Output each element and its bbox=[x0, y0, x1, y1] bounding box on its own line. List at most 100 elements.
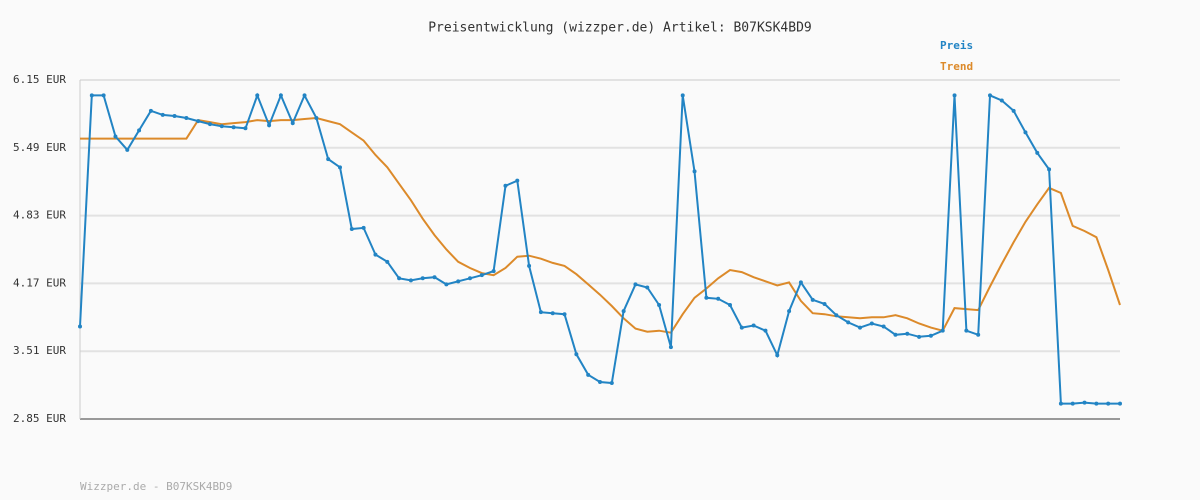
data-point bbox=[1035, 150, 1040, 155]
data-point bbox=[1011, 108, 1016, 113]
data-point bbox=[479, 273, 484, 278]
legend-label: Preis bbox=[940, 39, 973, 52]
data-point bbox=[763, 328, 768, 333]
data-point bbox=[846, 320, 851, 325]
data-point bbox=[787, 309, 792, 314]
data-point bbox=[775, 353, 780, 358]
data-point bbox=[420, 276, 425, 281]
data-point bbox=[858, 325, 862, 330]
data-point bbox=[692, 169, 697, 174]
data-point bbox=[1023, 130, 1028, 135]
data-point bbox=[869, 321, 874, 326]
data-point bbox=[468, 276, 472, 281]
data-point bbox=[1118, 401, 1122, 406]
data-point bbox=[290, 121, 295, 126]
data-point bbox=[326, 157, 331, 162]
data-point bbox=[125, 147, 130, 152]
data-point bbox=[751, 323, 756, 328]
y-tick-label: 3.51 EUR bbox=[13, 344, 66, 357]
data-point bbox=[432, 275, 437, 280]
y-tick-label: 2.85 EUR bbox=[13, 412, 66, 425]
data-point bbox=[267, 123, 272, 128]
data-point bbox=[302, 93, 307, 98]
data-point bbox=[798, 280, 803, 285]
data-point bbox=[645, 285, 650, 290]
y-tick-label: 5.49 EUR bbox=[13, 141, 66, 154]
data-point bbox=[834, 313, 839, 318]
data-point bbox=[278, 93, 283, 98]
data-point bbox=[373, 252, 378, 257]
data-point bbox=[562, 312, 567, 317]
data-point bbox=[538, 310, 543, 315]
data-point bbox=[1106, 401, 1111, 406]
data-point bbox=[917, 334, 922, 339]
data-point bbox=[196, 119, 201, 124]
y-tick-label: 6.15 EUR bbox=[13, 73, 66, 86]
data-point bbox=[444, 282, 449, 287]
data-point bbox=[609, 381, 614, 386]
data-point bbox=[1094, 401, 1099, 406]
data-point bbox=[976, 332, 981, 337]
data-point bbox=[231, 125, 236, 130]
data-point bbox=[574, 352, 579, 357]
data-point bbox=[964, 328, 969, 333]
data-point bbox=[408, 278, 413, 283]
footer: Wizzper.de - B07KSK4BD9 bbox=[80, 480, 232, 493]
data-point bbox=[657, 302, 662, 307]
data-point bbox=[822, 301, 827, 306]
data-point bbox=[633, 282, 638, 287]
data-point bbox=[621, 309, 626, 314]
data-point bbox=[550, 311, 555, 316]
data-point bbox=[1058, 401, 1063, 406]
data-point bbox=[940, 328, 945, 333]
data-point bbox=[385, 259, 390, 264]
data-point bbox=[219, 124, 224, 129]
data-point bbox=[101, 93, 106, 98]
data-point bbox=[527, 263, 532, 268]
data-point bbox=[491, 269, 496, 274]
data-point bbox=[515, 178, 520, 183]
data-point bbox=[397, 276, 402, 281]
data-point bbox=[314, 116, 319, 121]
data-point bbox=[598, 380, 602, 385]
data-point bbox=[739, 325, 744, 330]
data-point bbox=[338, 165, 342, 170]
data-point bbox=[728, 302, 732, 307]
data-point bbox=[78, 324, 82, 329]
data-point bbox=[208, 122, 212, 127]
data-point bbox=[243, 126, 248, 131]
data-point bbox=[361, 225, 366, 230]
data-point bbox=[172, 113, 177, 118]
data-point bbox=[503, 183, 508, 188]
data-point bbox=[586, 372, 591, 377]
legend-label: Trend bbox=[940, 60, 973, 73]
data-point bbox=[113, 134, 118, 139]
data-point bbox=[456, 279, 461, 284]
data-point bbox=[668, 345, 673, 350]
data-point bbox=[988, 93, 992, 98]
data-point bbox=[881, 324, 886, 329]
data-point bbox=[349, 226, 354, 231]
data-point bbox=[255, 93, 260, 98]
data-point bbox=[160, 112, 165, 117]
data-point bbox=[680, 93, 685, 98]
data-point bbox=[148, 108, 153, 113]
chart-title: Preisentwicklung (wizzper.de) Artikel: B… bbox=[428, 21, 812, 36]
y-tick-label: 4.17 EUR bbox=[13, 276, 66, 289]
data-point bbox=[999, 98, 1004, 103]
data-point bbox=[928, 333, 933, 338]
data-point bbox=[952, 93, 957, 98]
y-tick-label: 4.83 EUR bbox=[13, 209, 66, 222]
data-point bbox=[184, 116, 189, 121]
data-point bbox=[893, 332, 898, 337]
series-line bbox=[80, 116, 1121, 334]
data-point bbox=[137, 128, 142, 133]
data-point bbox=[1082, 400, 1087, 405]
data-point bbox=[1047, 167, 1052, 172]
data-point bbox=[704, 295, 709, 300]
data-point bbox=[810, 297, 815, 302]
data-point bbox=[905, 331, 910, 336]
